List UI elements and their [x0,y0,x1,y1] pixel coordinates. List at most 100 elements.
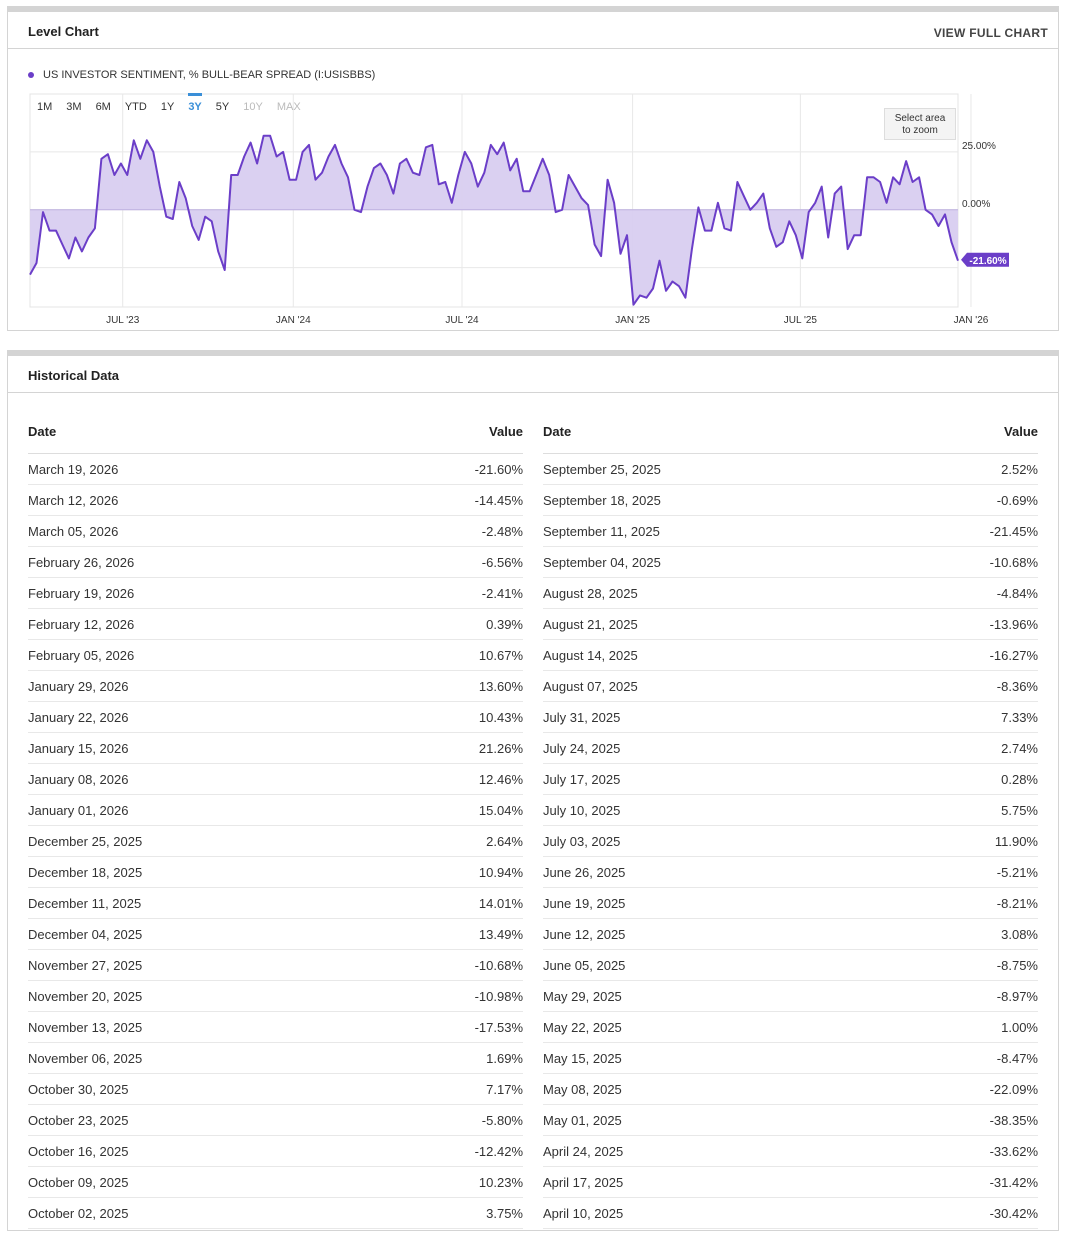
row-date: November 20, 2025 [28,988,143,1004]
row-date: August 28, 2025 [543,585,638,601]
row-value: -38.35% [989,1112,1038,1128]
range-btn-1y[interactable]: 1Y [160,101,175,113]
row-value: -0.69% [996,492,1038,508]
level-chart-panel: Level Chart VIEW FULL CHART US INVESTOR … [7,6,1059,331]
row-date: June 26, 2025 [543,864,626,880]
row-value: -12.42% [474,1143,523,1159]
legend-dot-icon [28,72,34,78]
row-value: 12.46% [478,771,523,787]
chart-legend: US INVESTOR SENTIMENT, % BULL-BEAR SPREA… [28,69,375,81]
row-value: -14.45% [474,492,523,508]
row-value: 2.74% [1001,740,1038,756]
row-value: -8.21% [996,895,1038,911]
row-date: August 07, 2025 [543,678,638,694]
row-date: September 18, 2025 [543,492,661,508]
table-row: October 16, 2025 -12.42% [28,1136,523,1167]
range-btn-10y[interactable]: 10Y [243,101,263,113]
row-date: March 05, 2026 [28,523,119,539]
row-date: October 09, 2025 [28,1174,129,1190]
row-date: March 19, 2026 [28,461,119,477]
zoom-hint-line1: Select area [894,113,946,124]
table-row: February 05, 2026 10.67% [28,640,523,671]
table-header-row: Date Value [28,418,523,454]
row-date: March 12, 2026 [28,492,119,508]
view-full-chart-link[interactable]: VIEW FULL CHART [933,26,1048,40]
historical-data-title: Historical Data [28,368,120,383]
row-date: June 12, 2025 [543,926,626,942]
row-value: -5.80% [481,1112,523,1128]
row-date: December 25, 2025 [28,833,143,849]
x-tick-label: JUL '23 [106,315,140,326]
table-row: March 12, 2026 -14.45% [28,485,523,516]
row-date: April 10, 2025 [543,1205,624,1221]
table-row: June 26, 2025 -5.21% [543,857,1038,888]
row-value: -33.62% [989,1143,1038,1159]
table-row: July 03, 2025 11.90% [543,826,1038,857]
range-btn-ytd[interactable]: YTD [124,101,147,113]
row-date: September 04, 2025 [543,554,661,570]
row-value: 15.04% [478,802,523,818]
legend-label: US INVESTOR SENTIMENT, % BULL-BEAR SPREA… [43,69,376,81]
range-btn-6m[interactable]: 6M [95,101,111,113]
row-value: -16.27% [989,647,1038,663]
row-date: January 15, 2026 [28,740,129,756]
row-date: May 15, 2025 [543,1050,622,1066]
table-row: January 15, 2026 21.26% [28,733,523,764]
table-row: September 25, 2025 2.52% [543,454,1038,485]
row-date: July 31, 2025 [543,709,621,725]
table-row: July 10, 2025 5.75% [543,795,1038,826]
chart-canvas[interactable]: JUL '23 JAN '24 JUL '24 JAN '25 JUL '25 JAN '… [8,12,1058,330]
row-date: January 22, 2026 [28,709,129,725]
row-date: October 16, 2025 [28,1143,129,1159]
row-value: -2.41% [481,585,523,601]
y-tick-label: 0.00% [962,199,990,210]
col-header-value: Value [1004,424,1038,439]
row-value: 10.67% [478,647,523,663]
row-date: February 12, 2026 [28,616,135,632]
row-value: -8.75% [996,957,1038,973]
series-area [30,135,958,305]
table-row: October 30, 2025 7.17% [28,1074,523,1105]
range-btn-max[interactable]: MAX [276,101,301,113]
row-value: -10.98% [474,988,523,1004]
table-row: December 25, 2025 2.64% [28,826,523,857]
row-value: -5.21% [996,864,1038,880]
row-value: 0.39% [486,616,523,632]
table-row: August 07, 2025 -8.36% [543,671,1038,702]
row-value: 1.69% [486,1050,523,1066]
table-row: February 19, 2026 -2.41% [28,578,523,609]
x-tick-label: JUL '25 [784,315,818,326]
range-btn-3y[interactable]: 3Y [188,93,203,113]
row-date: July 03, 2025 [543,833,621,849]
row-value: 10.43% [478,709,523,725]
row-value: -6.56% [481,554,523,570]
table-row: May 22, 2025 1.00% [543,1012,1038,1043]
row-value: -22.09% [989,1081,1038,1097]
row-value: 2.52% [1001,461,1038,477]
row-value: 7.33% [1001,709,1038,725]
range-btn-5y[interactable]: 5Y [215,101,230,113]
row-date: November 06, 2025 [28,1050,143,1066]
table-row: November 27, 2025 -10.68% [28,950,523,981]
table-row: April 17, 2025 -31.42% [543,1167,1038,1198]
row-date: May 29, 2025 [543,988,622,1004]
row-date: April 17, 2025 [543,1174,624,1190]
row-value: 0.28% [1001,771,1038,787]
table-row: March 19, 2026 -21.60% [28,454,523,485]
table-row: June 12, 2025 3.08% [543,919,1038,950]
row-value: 14.01% [478,895,523,911]
level-chart-title: Level Chart [28,24,99,39]
row-date: May 01, 2025 [543,1112,622,1128]
table-row: February 12, 2026 0.39% [28,609,523,640]
range-btn-1m[interactable]: 1M [37,101,53,113]
row-value: 11.90% [994,833,1038,849]
table-row: November 20, 2025 -10.98% [28,981,523,1012]
zoom-hint: Select area to zoom [884,108,956,140]
historical-data-header: Historical Data [8,356,1058,393]
range-btn-3m[interactable]: 3M [66,101,82,113]
table-row: January 22, 2026 10.43% [28,702,523,733]
plot-area [29,93,959,308]
row-value: 7.17% [486,1081,523,1097]
row-date: January 01, 2026 [28,802,129,818]
row-value: -8.47% [996,1050,1038,1066]
